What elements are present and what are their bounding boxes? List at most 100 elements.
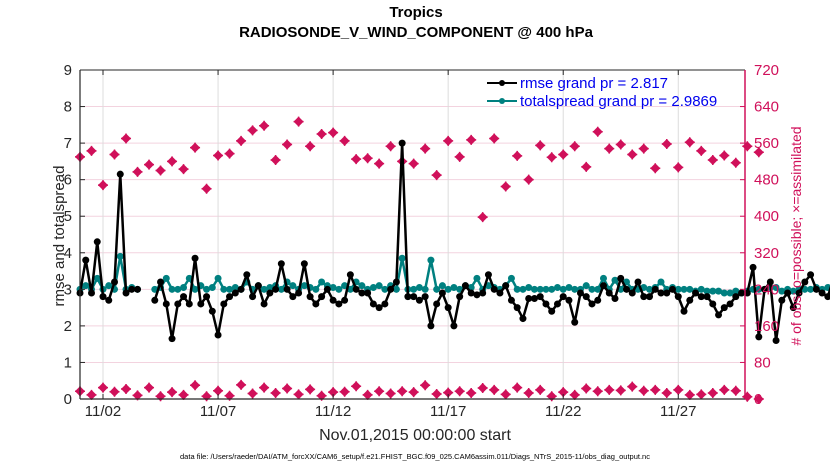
obs-plus-marker	[293, 116, 304, 127]
obs-plus-marker	[339, 135, 350, 146]
data-point-rmse	[513, 304, 521, 312]
data-point-rmse	[651, 285, 659, 293]
obs-count-point	[98, 382, 109, 393]
data-point-totalspread	[599, 274, 607, 282]
data-point-totalspread	[277, 285, 285, 293]
obs-plus-marker	[305, 384, 316, 395]
data-point-rmse	[812, 285, 820, 293]
data-point-totalspread	[392, 285, 400, 293]
data-point-rmse	[433, 300, 441, 308]
data-point-rmse	[461, 282, 469, 290]
data-point-rmse	[381, 300, 389, 308]
x-tick-labels: 11/02 11/07 11/12 11/17 11/22 11/27	[85, 403, 697, 420]
data-point-rmse	[346, 271, 354, 279]
data-point-rmse	[784, 289, 792, 297]
obs-count-point	[121, 383, 132, 394]
x-axis-label: Nov.01,2015 00:00:00 start	[319, 427, 511, 444]
obs-count-point	[374, 158, 385, 169]
data-point-totalspread	[646, 285, 654, 293]
obs-count-point	[190, 142, 201, 153]
obs-count-point	[512, 150, 523, 161]
obs-count-point	[696, 389, 707, 400]
data-point-rmse	[755, 333, 763, 341]
data-point-rmse	[369, 300, 377, 308]
series-rmse	[76, 139, 830, 345]
data-point-rmse	[295, 289, 303, 297]
data-point-totalspread	[289, 282, 297, 290]
obs-count-point	[86, 145, 97, 156]
data-point-totalspread	[582, 282, 590, 290]
data-point-rmse	[249, 293, 257, 301]
data-point-rmse	[542, 300, 550, 308]
data-point-rmse	[226, 293, 234, 301]
data-point-totalspread	[444, 285, 452, 293]
data-point-rmse	[329, 296, 337, 304]
obs-count-point	[98, 180, 109, 191]
obs-count-point	[604, 384, 615, 395]
obs-plus-marker	[742, 141, 753, 152]
data-point-rmse	[732, 293, 740, 301]
data-point-rmse	[715, 311, 723, 319]
data-point-rmse	[410, 293, 418, 301]
obs-count-point	[489, 384, 500, 395]
obs-plus-marker	[236, 135, 247, 146]
data-point-rmse	[611, 294, 619, 302]
obs-plus-marker	[374, 158, 385, 169]
data-point-rmse	[358, 289, 366, 297]
data-point-totalspread	[715, 287, 723, 295]
data-point-totalspread	[565, 284, 573, 292]
data-point-rmse	[807, 271, 815, 279]
obs-plus-marker	[374, 386, 385, 397]
data-point-rmse	[530, 294, 538, 302]
obs-count-point	[650, 163, 661, 174]
data-point-rmse	[272, 285, 280, 293]
obs-count-point	[719, 150, 730, 161]
obs-count-point	[362, 389, 373, 400]
data-point-rmse	[180, 293, 188, 301]
data-point-totalspread	[203, 285, 211, 293]
data-point-rmse	[634, 278, 642, 286]
obs-count-point	[500, 181, 511, 192]
data-point-totalspread	[312, 285, 320, 293]
y-tick-label-left: 1	[64, 354, 72, 371]
y-tick-label-right: 720	[754, 62, 779, 79]
data-point-totalspread	[755, 285, 763, 293]
x-tick-label: 11/17	[430, 403, 466, 420]
data-point-rmse	[335, 300, 343, 308]
obs-count-point	[512, 382, 523, 393]
obs-plus-marker	[109, 149, 120, 160]
obs-plus-marker	[742, 391, 753, 402]
obs-plus-marker	[385, 388, 396, 399]
data-point-rmse	[824, 293, 830, 301]
obs-count-point	[615, 139, 626, 150]
obs-plus-marker	[144, 382, 155, 393]
obs-plus-marker	[696, 145, 707, 156]
obs-count-point	[661, 388, 672, 399]
data-point-rmse	[548, 307, 556, 315]
data-point-rmse	[674, 293, 682, 301]
data-point-totalspread	[553, 284, 561, 292]
obs-count-point	[328, 127, 339, 138]
data-point-rmse	[341, 296, 349, 304]
data-point-rmse	[703, 293, 711, 301]
data-point-totalspread	[381, 285, 389, 293]
obs-plus-marker	[431, 170, 442, 181]
obs-count-point	[546, 152, 557, 163]
data-point-totalspread	[260, 285, 268, 293]
data-point-rmse	[496, 289, 504, 297]
data-point-rmse	[789, 304, 797, 312]
obs-count-point	[144, 382, 155, 393]
obs-plus-marker	[523, 174, 534, 185]
data-point-rmse	[525, 294, 533, 302]
obs-plus-marker	[730, 157, 741, 168]
obs-plus-marker	[431, 388, 442, 399]
data-point-totalspread	[548, 285, 556, 293]
obs-count-point	[650, 384, 661, 395]
data-point-rmse	[88, 289, 96, 297]
data-point-totalspread	[433, 285, 441, 293]
data-point-rmse	[588, 300, 596, 308]
obs-plus-marker	[615, 139, 626, 150]
obs-plus-marker	[86, 389, 97, 400]
obs-plus-marker	[638, 385, 649, 396]
data-point-rmse	[669, 285, 677, 293]
